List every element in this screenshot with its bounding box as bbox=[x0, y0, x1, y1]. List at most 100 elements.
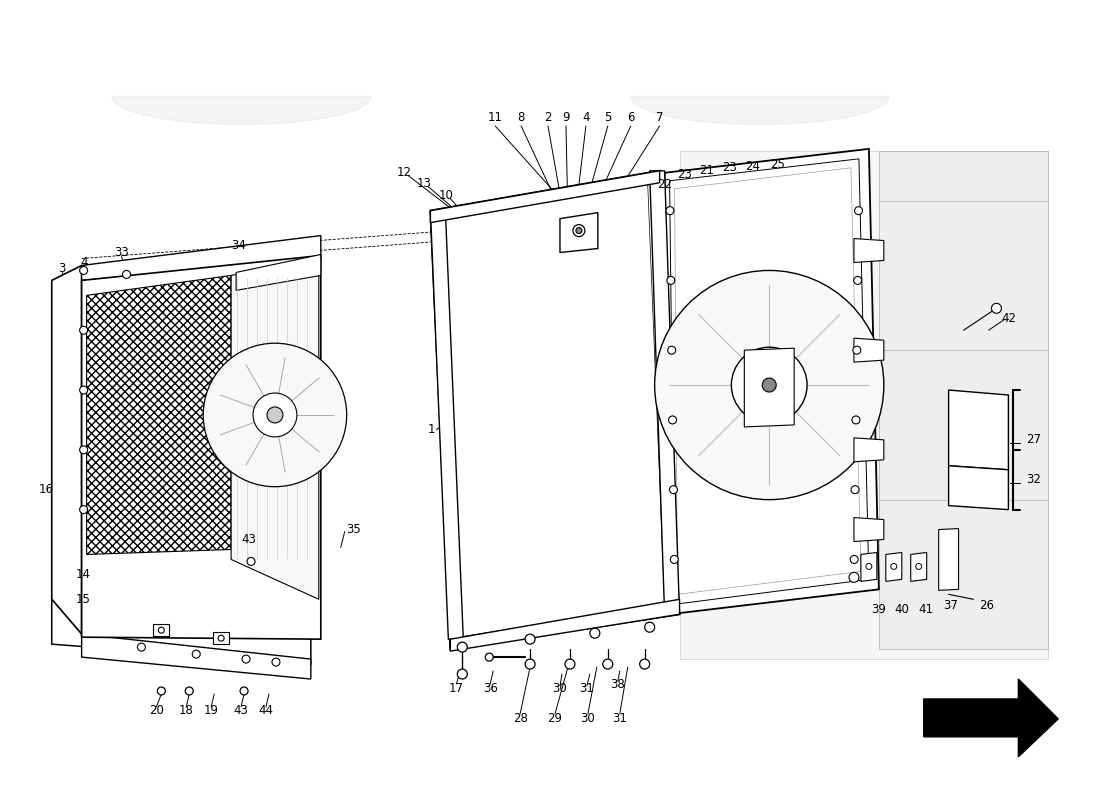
Text: 16: 16 bbox=[39, 483, 53, 496]
Text: 43: 43 bbox=[233, 705, 249, 718]
Polygon shape bbox=[236, 254, 321, 290]
Circle shape bbox=[79, 506, 88, 514]
Text: 26: 26 bbox=[979, 598, 994, 612]
Polygon shape bbox=[560, 213, 597, 253]
Text: 3: 3 bbox=[58, 262, 65, 275]
Text: 4: 4 bbox=[582, 111, 590, 125]
Polygon shape bbox=[52, 599, 311, 664]
Text: eurospares: eurospares bbox=[554, 334, 766, 366]
Circle shape bbox=[79, 326, 88, 334]
Circle shape bbox=[852, 346, 861, 354]
Polygon shape bbox=[87, 275, 231, 554]
Text: 24: 24 bbox=[745, 160, 760, 174]
Text: 31: 31 bbox=[613, 712, 627, 726]
Polygon shape bbox=[911, 553, 926, 582]
Circle shape bbox=[253, 393, 297, 437]
Circle shape bbox=[185, 687, 194, 695]
Text: 32: 32 bbox=[1026, 474, 1042, 486]
Text: 15: 15 bbox=[76, 593, 90, 606]
Polygon shape bbox=[948, 466, 1009, 510]
Circle shape bbox=[79, 386, 88, 394]
Circle shape bbox=[242, 655, 250, 663]
Text: 8: 8 bbox=[517, 111, 525, 125]
Text: 25: 25 bbox=[770, 158, 784, 171]
Circle shape bbox=[525, 659, 535, 669]
Text: 5: 5 bbox=[604, 111, 612, 125]
Text: 30: 30 bbox=[552, 682, 568, 695]
Polygon shape bbox=[854, 518, 883, 542]
Text: 34: 34 bbox=[231, 239, 246, 252]
Circle shape bbox=[192, 650, 200, 658]
Polygon shape bbox=[854, 338, 883, 362]
Text: 7: 7 bbox=[656, 111, 663, 125]
Polygon shape bbox=[938, 529, 958, 590]
Text: 28: 28 bbox=[513, 712, 528, 726]
Text: eurospares: eurospares bbox=[90, 334, 301, 366]
Polygon shape bbox=[879, 151, 1048, 649]
Text: 38: 38 bbox=[610, 678, 625, 690]
Polygon shape bbox=[52, 266, 81, 634]
Circle shape bbox=[157, 687, 165, 695]
Polygon shape bbox=[81, 235, 321, 281]
Polygon shape bbox=[650, 170, 680, 614]
Text: 41: 41 bbox=[918, 602, 933, 616]
Circle shape bbox=[866, 563, 872, 570]
Text: 10: 10 bbox=[439, 190, 454, 202]
Polygon shape bbox=[81, 634, 311, 679]
Circle shape bbox=[158, 627, 164, 633]
Circle shape bbox=[666, 206, 674, 214]
Polygon shape bbox=[430, 170, 660, 222]
Polygon shape bbox=[861, 553, 877, 582]
Text: 37: 37 bbox=[943, 598, 958, 612]
Circle shape bbox=[248, 558, 255, 566]
Circle shape bbox=[849, 572, 859, 582]
Circle shape bbox=[851, 416, 860, 424]
Polygon shape bbox=[153, 624, 169, 636]
Text: 27: 27 bbox=[1026, 434, 1042, 446]
Circle shape bbox=[458, 642, 468, 652]
Circle shape bbox=[670, 486, 678, 494]
Circle shape bbox=[576, 228, 582, 234]
Text: 14: 14 bbox=[76, 568, 90, 581]
Circle shape bbox=[485, 653, 493, 661]
Text: 13: 13 bbox=[417, 178, 432, 190]
Circle shape bbox=[79, 266, 88, 274]
Text: 21: 21 bbox=[698, 164, 714, 178]
Circle shape bbox=[732, 347, 807, 423]
Text: 9: 9 bbox=[562, 111, 570, 125]
Text: 20: 20 bbox=[148, 705, 164, 718]
Circle shape bbox=[668, 346, 675, 354]
Circle shape bbox=[458, 669, 468, 679]
Circle shape bbox=[267, 407, 283, 423]
Circle shape bbox=[565, 659, 575, 669]
Polygon shape bbox=[450, 599, 680, 651]
Polygon shape bbox=[430, 210, 463, 639]
Text: 11: 11 bbox=[487, 111, 503, 125]
Circle shape bbox=[603, 659, 613, 669]
Circle shape bbox=[590, 628, 600, 638]
Text: 31: 31 bbox=[580, 682, 594, 695]
Circle shape bbox=[79, 446, 88, 454]
Circle shape bbox=[669, 416, 676, 424]
Circle shape bbox=[991, 303, 1001, 314]
Circle shape bbox=[854, 277, 861, 285]
Text: 43: 43 bbox=[242, 533, 256, 546]
Circle shape bbox=[851, 486, 859, 494]
Text: 22: 22 bbox=[657, 178, 672, 191]
Polygon shape bbox=[854, 238, 883, 262]
Circle shape bbox=[138, 643, 145, 651]
Polygon shape bbox=[231, 258, 319, 599]
Text: 19: 19 bbox=[204, 705, 219, 718]
Polygon shape bbox=[664, 149, 879, 614]
Text: 39: 39 bbox=[871, 602, 887, 616]
Text: 4: 4 bbox=[80, 256, 87, 269]
Text: eurospares: eurospares bbox=[554, 573, 766, 606]
Circle shape bbox=[272, 658, 279, 666]
Polygon shape bbox=[854, 438, 883, 462]
Circle shape bbox=[218, 635, 224, 641]
Circle shape bbox=[751, 367, 788, 403]
Polygon shape bbox=[924, 679, 1058, 757]
Text: 36: 36 bbox=[483, 682, 497, 695]
Polygon shape bbox=[213, 632, 229, 644]
Circle shape bbox=[915, 563, 922, 570]
